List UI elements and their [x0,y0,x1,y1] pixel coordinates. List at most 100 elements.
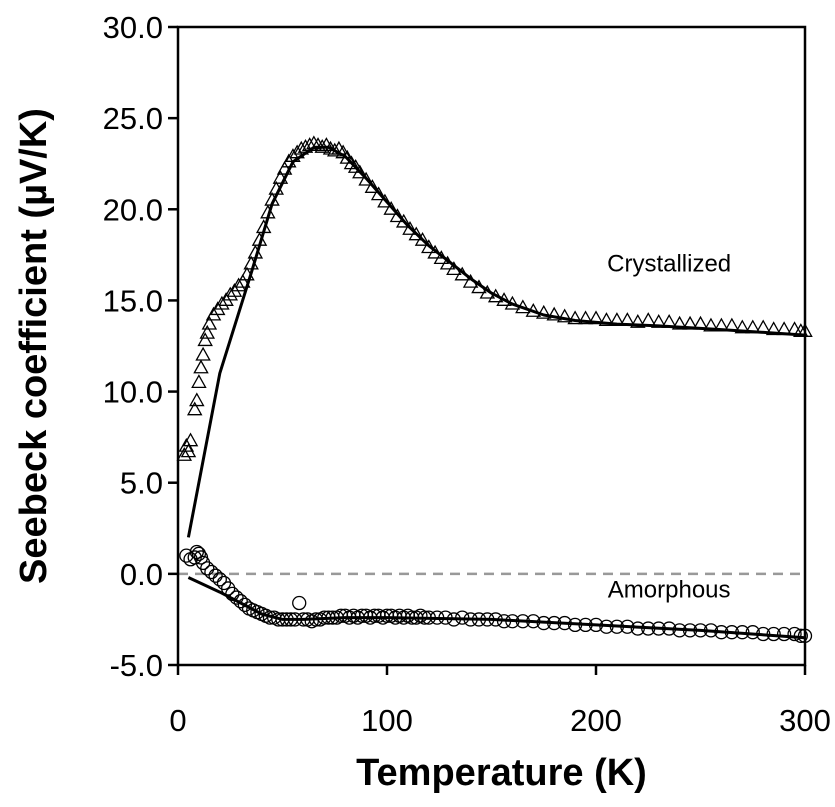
triangle-marker [744,319,761,334]
triangle-marker [322,140,339,155]
triangle-marker [682,315,698,330]
circle-marker [471,612,487,627]
circle-marker [200,561,215,576]
triangle-marker [251,231,268,246]
triangle-marker [650,313,667,328]
circle-marker [578,617,593,633]
triangle-marker [182,432,199,447]
triangle-marker [765,321,782,336]
triangle-marker [546,306,562,321]
fit-lines [186,145,806,640]
triangle-marker [201,315,218,330]
circle-marker [455,610,470,625]
triangle-marker [377,193,393,208]
circle-marker [714,625,729,640]
y-axis-title: Seebeck coefficient (µV/K) [13,108,55,584]
circle-marker [599,619,614,634]
circle-marker [682,623,698,638]
circle-marker [588,617,604,633]
circle-marker [703,623,719,638]
y-tick-label: 5.0 [120,466,163,501]
triangle-marker [713,317,730,332]
triangle-marker [301,137,318,152]
circle-marker [279,612,294,627]
circle-marker [515,614,530,629]
y-tick-label: 0.0 [120,557,163,592]
x-tick-label: 200 [570,703,622,738]
x-tick-label: 0 [169,703,186,738]
circle-marker [446,612,462,627]
triangle-marker [370,186,387,201]
triangle-marker [421,239,437,254]
triangle-marker [310,137,326,152]
circle-marker [672,623,687,638]
triangle-marker [239,266,255,281]
data-points [176,135,813,643]
circle-marker [567,617,583,633]
triangle-marker [724,317,740,332]
triangle-marker [260,204,276,219]
annotation-amorphous: Amorphous [608,577,731,604]
triangle-marker [186,401,203,416]
y-tick-label: 25.0 [103,101,163,136]
triangle-marker [439,255,456,270]
circle-marker [463,612,478,627]
circle-marker [191,546,207,561]
triangle-marker [776,321,792,336]
circle-marker [212,572,227,587]
circle-marker [488,612,503,627]
triangle-marker [358,171,374,186]
triangle-marker [383,200,399,215]
circle-marker [724,625,739,640]
triangle-marker [402,221,418,235]
y-tick-label: 30.0 [103,10,163,45]
fit-line-1 [186,145,806,538]
triangle-marker [199,324,216,339]
circle-marker [766,626,781,642]
triangle-marker [272,169,289,184]
triangle-marker [230,277,247,292]
circle-marker [505,614,520,629]
triangle-marker [671,315,688,330]
triangle-marker [496,292,512,306]
circle-marker [233,594,248,609]
triangle-marker [640,312,657,327]
triangle-marker [222,286,239,301]
triangle-marker [433,250,450,265]
circle-marker [620,619,635,634]
triangle-marker [535,304,552,319]
triangle-marker [197,332,213,347]
triangle-marker [525,303,542,317]
triangle-marker [479,284,496,299]
circle-marker [776,626,792,642]
circle-marker [756,626,771,642]
triangle-marker [471,279,487,294]
circle-marker [225,586,240,602]
triangle-marker [619,312,636,327]
triangle-marker [243,255,259,270]
triangle-marker [515,299,531,314]
triangle-marker [577,310,594,325]
triangle-marker [189,392,205,407]
triangle-marker [734,319,751,334]
triangle-marker [306,135,322,150]
triangle-marker [414,231,431,246]
circle-marker [693,623,708,638]
triangle-marker [408,226,425,241]
triangle-marker [268,180,284,195]
circle-marker [204,564,219,580]
circle-marker [536,615,551,631]
triangle-marker [598,312,615,327]
circle-marker [787,626,802,642]
triangle-marker [395,213,412,228]
circle-marker [651,621,666,636]
triangle-marker [609,312,625,327]
triangle-marker [176,447,193,461]
circle-marker [557,615,572,631]
circle-marker [430,610,445,625]
plot-area-frame [176,25,807,667]
triangle-marker [235,273,251,288]
x-axis-title: Temperature (K) [356,752,647,794]
circle-marker [609,619,625,634]
